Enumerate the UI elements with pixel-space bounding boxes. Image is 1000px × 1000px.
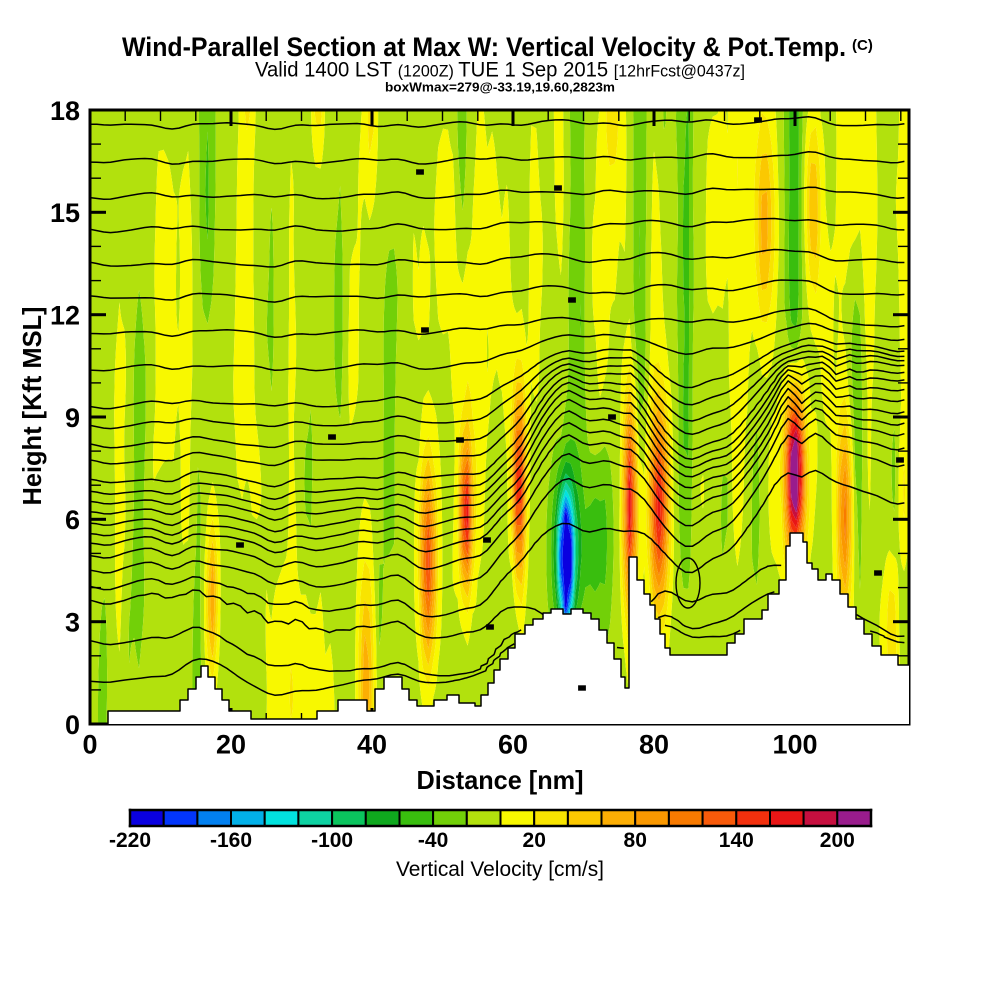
svg-text:20: 20 <box>216 730 246 760</box>
svg-text:140: 140 <box>719 829 754 852</box>
svg-text:15: 15 <box>50 198 80 228</box>
svg-text:6: 6 <box>65 505 80 535</box>
svg-text:60: 60 <box>498 730 528 760</box>
svg-text:12: 12 <box>50 300 80 330</box>
svg-text:18: 18 <box>50 96 80 126</box>
svg-text:-40: -40 <box>418 829 448 852</box>
svg-text:[12hrFcst@0437z]: [12hrFcst@0437z] <box>614 62 745 81</box>
svg-text:20: 20 <box>523 829 546 852</box>
svg-text:3: 3 <box>65 607 80 637</box>
svg-text:Valid 1400 LST: Valid 1400 LST <box>255 58 392 82</box>
svg-text:200: 200 <box>820 829 855 852</box>
svg-text:Distance [nm]: Distance [nm] <box>417 765 584 795</box>
svg-text:-100: -100 <box>311 829 353 852</box>
svg-text:-220: -220 <box>109 829 151 852</box>
svg-text:0: 0 <box>82 730 97 760</box>
svg-text:TUE 1 Sep 2015: TUE 1 Sep 2015 <box>458 58 614 82</box>
svg-text:-160: -160 <box>210 829 252 852</box>
svg-text:9: 9 <box>65 403 80 433</box>
svg-text:Wind-Parallel Section at Max W: Wind-Parallel Section at Max W: Vertical… <box>122 32 846 62</box>
svg-text:80: 80 <box>639 730 669 760</box>
svg-text:boxWmax=279@-33.19,19.60,2823m: boxWmax=279@-33.19,19.60,2823m <box>385 81 615 95</box>
svg-text:100: 100 <box>772 730 817 760</box>
svg-text:Height [Kft MSL]: Height [Kft MSL] <box>17 307 47 506</box>
svg-text:Vertical Velocity [cm/s]: Vertical Velocity [cm/s] <box>396 858 604 881</box>
svg-text:(1200Z): (1200Z) <box>398 62 459 81</box>
svg-text:40: 40 <box>357 730 387 760</box>
svg-text:(C): (C) <box>852 37 873 54</box>
svg-text:80: 80 <box>624 829 647 852</box>
svg-text:0: 0 <box>65 710 80 740</box>
